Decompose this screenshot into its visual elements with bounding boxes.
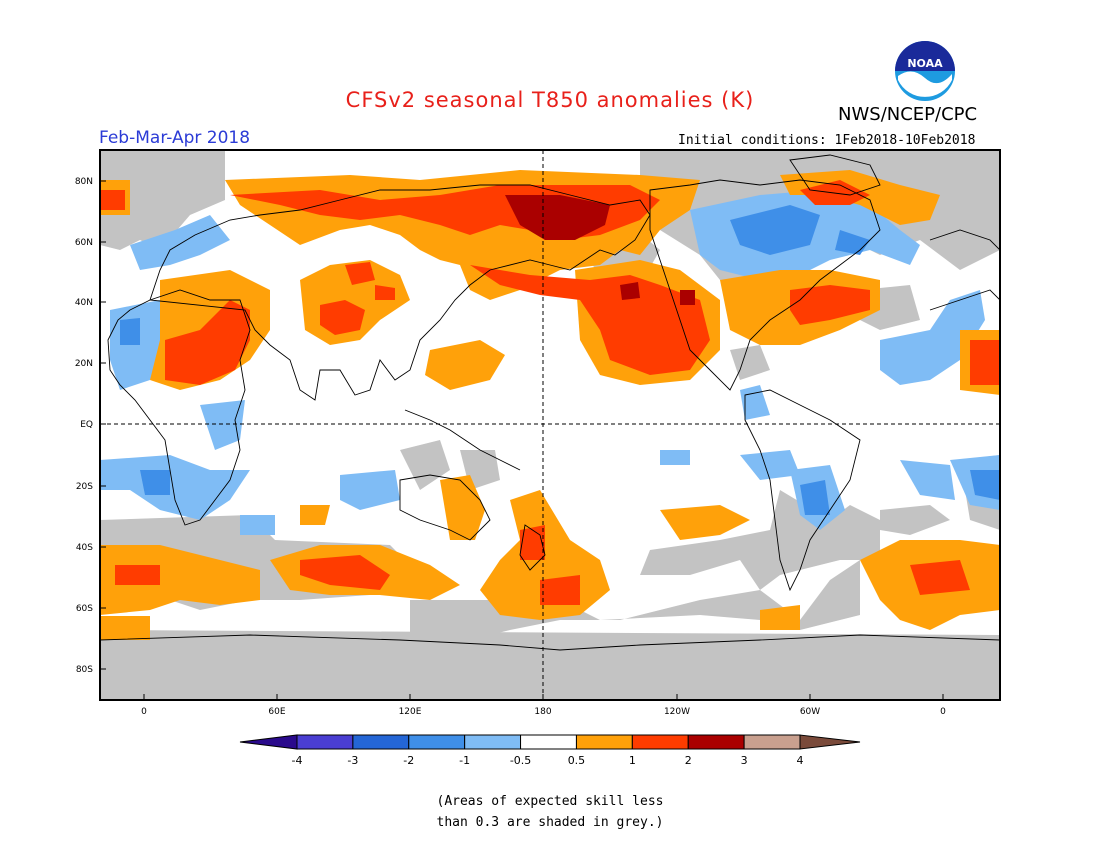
map-frame bbox=[99, 149, 1001, 701]
colorbar-label: 0.5 bbox=[568, 754, 586, 767]
lon-label: 0 bbox=[141, 707, 147, 717]
colorbar-right-arrow bbox=[799, 734, 861, 750]
lon-label: 120W bbox=[664, 707, 690, 717]
noaa-logo: NOAA bbox=[894, 40, 956, 102]
latitude-axis: 80N 60N 40N 20N EQ 20S 40S 60S 80S bbox=[75, 177, 106, 675]
noaa-logo-text: NOAA bbox=[907, 57, 943, 70]
colorbar-label: 3 bbox=[741, 754, 748, 767]
season-label: Feb-Mar-Apr 2018 bbox=[99, 128, 251, 148]
colorbar-box bbox=[631, 734, 689, 750]
colorbar-label: -4 bbox=[292, 754, 303, 767]
initial-conditions-label: Initial conditions: 1Feb2018-10Feb2018 bbox=[678, 133, 976, 148]
lat-label: 80S bbox=[76, 665, 93, 675]
lon-label: 120E bbox=[399, 707, 422, 717]
lat-label: 40N bbox=[75, 298, 93, 308]
colorbar-label: -3 bbox=[347, 754, 358, 767]
lat-label: 80N bbox=[75, 177, 93, 187]
caption-line: (Areas of expected skill less bbox=[436, 794, 664, 809]
colorbar-box bbox=[687, 734, 745, 750]
lat-label: 60S bbox=[76, 604, 93, 614]
agency-label: NWS/NCEP/CPC bbox=[838, 104, 978, 125]
colorbar-left-arrow bbox=[239, 734, 298, 750]
lon-label: 0 bbox=[940, 707, 946, 717]
lat-label: 20N bbox=[75, 359, 93, 369]
colorbar-label: -1 bbox=[459, 754, 470, 767]
very-warm-anomaly-areas bbox=[505, 195, 695, 305]
colorbar-label: 2 bbox=[685, 754, 692, 767]
colorbar-box bbox=[520, 734, 577, 750]
colorbar-box bbox=[575, 734, 633, 750]
anomaly-field bbox=[100, 150, 1000, 700]
colorbar-label: -2 bbox=[403, 754, 414, 767]
colorbar-label: 4 bbox=[797, 754, 804, 767]
coastlines bbox=[100, 154, 1000, 651]
colorbar-box bbox=[464, 734, 522, 750]
colorbar-box bbox=[408, 734, 466, 750]
lat-label: 20S bbox=[76, 482, 93, 492]
caption-line: than 0.3 are shaded in grey.) bbox=[436, 815, 664, 830]
colorbar-label: -0.5 bbox=[510, 754, 531, 767]
longitude-axis: 0 60E 120E 180 120W 60W 0 bbox=[141, 694, 946, 717]
colorbar-box bbox=[352, 734, 410, 750]
lon-label: 60W bbox=[800, 707, 820, 717]
lat-label: 40S bbox=[76, 543, 93, 553]
colorbar-box bbox=[743, 734, 801, 750]
lat-label: 60N bbox=[75, 238, 93, 248]
lon-label: 60E bbox=[268, 707, 285, 717]
caption: (Areas of expected skill less than 0.3 a… bbox=[0, 791, 1100, 833]
colorbar: -4 -3 -2 -1 -0.5 0.5 1 2 3 4 bbox=[239, 734, 861, 767]
lon-label: 180 bbox=[534, 707, 551, 717]
lat-label: EQ bbox=[80, 420, 93, 430]
colorbar-label: 1 bbox=[629, 754, 636, 767]
cold-anomaly-areas bbox=[120, 205, 1000, 515]
colorbar-box bbox=[296, 734, 354, 750]
chart-title: CFSv2 seasonal T850 anomalies (K) bbox=[345, 88, 755, 112]
